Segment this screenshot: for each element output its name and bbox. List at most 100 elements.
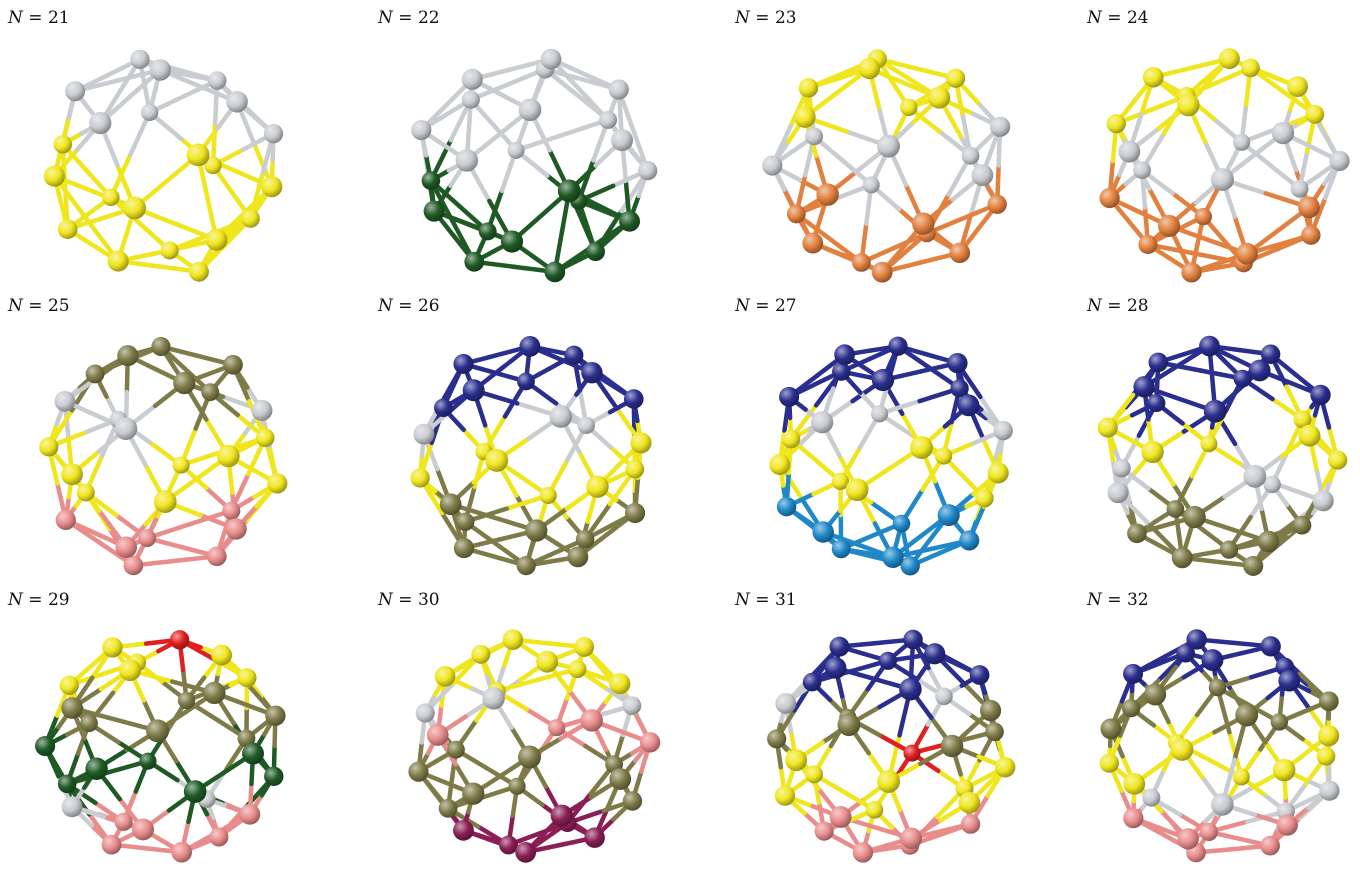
atom — [207, 547, 227, 567]
atom — [517, 556, 536, 575]
atom — [785, 749, 807, 771]
atom — [1200, 435, 1217, 452]
atom — [609, 768, 631, 790]
atom — [838, 713, 861, 736]
atom — [626, 460, 645, 479]
atom — [971, 164, 993, 186]
atom — [471, 645, 490, 664]
atom — [1278, 670, 1300, 692]
atom — [439, 799, 458, 818]
atom — [456, 149, 478, 171]
atom — [208, 71, 227, 90]
atom — [413, 424, 434, 445]
atom — [222, 502, 240, 520]
atom — [187, 143, 210, 166]
atoms — [410, 336, 651, 575]
atom — [888, 337, 907, 356]
atom — [1299, 425, 1321, 447]
atom — [1172, 547, 1193, 568]
atom — [223, 355, 243, 375]
atom — [1291, 180, 1309, 198]
atom — [1319, 691, 1339, 711]
atom — [501, 230, 523, 252]
atom — [1138, 235, 1157, 254]
atom — [519, 98, 542, 121]
atom — [410, 468, 429, 487]
panel-n28: N = 28 — [1087, 296, 1357, 586]
atom — [173, 372, 195, 394]
atom — [928, 87, 950, 109]
atom — [44, 166, 65, 187]
atom — [1118, 141, 1140, 163]
atom — [805, 765, 823, 783]
atom — [203, 682, 225, 704]
atom — [435, 666, 456, 687]
atom — [630, 432, 651, 453]
cluster-graphic — [8, 296, 338, 586]
atom — [1183, 506, 1205, 528]
atom — [58, 775, 77, 794]
atom — [609, 673, 630, 694]
atom — [453, 820, 474, 841]
atom — [1271, 713, 1288, 730]
atom — [1273, 759, 1295, 781]
atom — [54, 135, 73, 154]
atom — [1328, 450, 1347, 469]
atom — [462, 69, 483, 90]
atom — [805, 127, 823, 145]
atom — [899, 678, 922, 701]
atom — [1329, 151, 1349, 171]
atom — [422, 171, 441, 190]
atom — [980, 700, 1001, 721]
atom — [138, 529, 156, 547]
atom — [456, 513, 474, 531]
atom — [189, 262, 209, 282]
atom — [519, 336, 540, 357]
atom — [859, 58, 880, 79]
atom — [119, 659, 141, 681]
atom — [1171, 738, 1194, 761]
atom — [217, 445, 240, 468]
atom — [912, 212, 934, 234]
atom — [551, 805, 573, 827]
atom — [829, 637, 849, 657]
atom — [102, 835, 122, 855]
atom — [264, 124, 283, 143]
cluster-graphic — [1087, 590, 1357, 872]
atom — [863, 176, 880, 193]
atom — [108, 251, 129, 272]
atom — [251, 400, 272, 421]
atom — [803, 673, 822, 692]
atom — [146, 719, 169, 742]
atom — [568, 660, 586, 678]
atom — [58, 219, 78, 239]
atom — [115, 417, 138, 440]
atom — [130, 50, 149, 69]
atom — [775, 786, 795, 806]
atom — [853, 842, 873, 862]
atom — [545, 262, 566, 283]
atom — [586, 242, 605, 261]
atom — [173, 457, 190, 474]
panel-n23: N = 23 — [735, 8, 1065, 293]
panel-n25: N = 25 — [8, 296, 338, 586]
atom — [267, 473, 287, 493]
atom — [65, 81, 85, 101]
atom — [1123, 808, 1143, 828]
atom — [1178, 828, 1199, 849]
atom — [241, 209, 260, 228]
atom — [35, 736, 55, 756]
atom — [1287, 76, 1308, 97]
atoms — [762, 49, 1010, 282]
atom — [879, 652, 897, 670]
atom — [525, 519, 547, 541]
atom — [61, 463, 83, 485]
atom — [261, 176, 282, 197]
atom — [54, 391, 75, 412]
atom — [499, 836, 518, 855]
atom — [1202, 649, 1224, 671]
atom — [995, 757, 1015, 777]
atom — [893, 515, 911, 533]
atom — [1243, 556, 1263, 576]
atom — [779, 387, 799, 407]
